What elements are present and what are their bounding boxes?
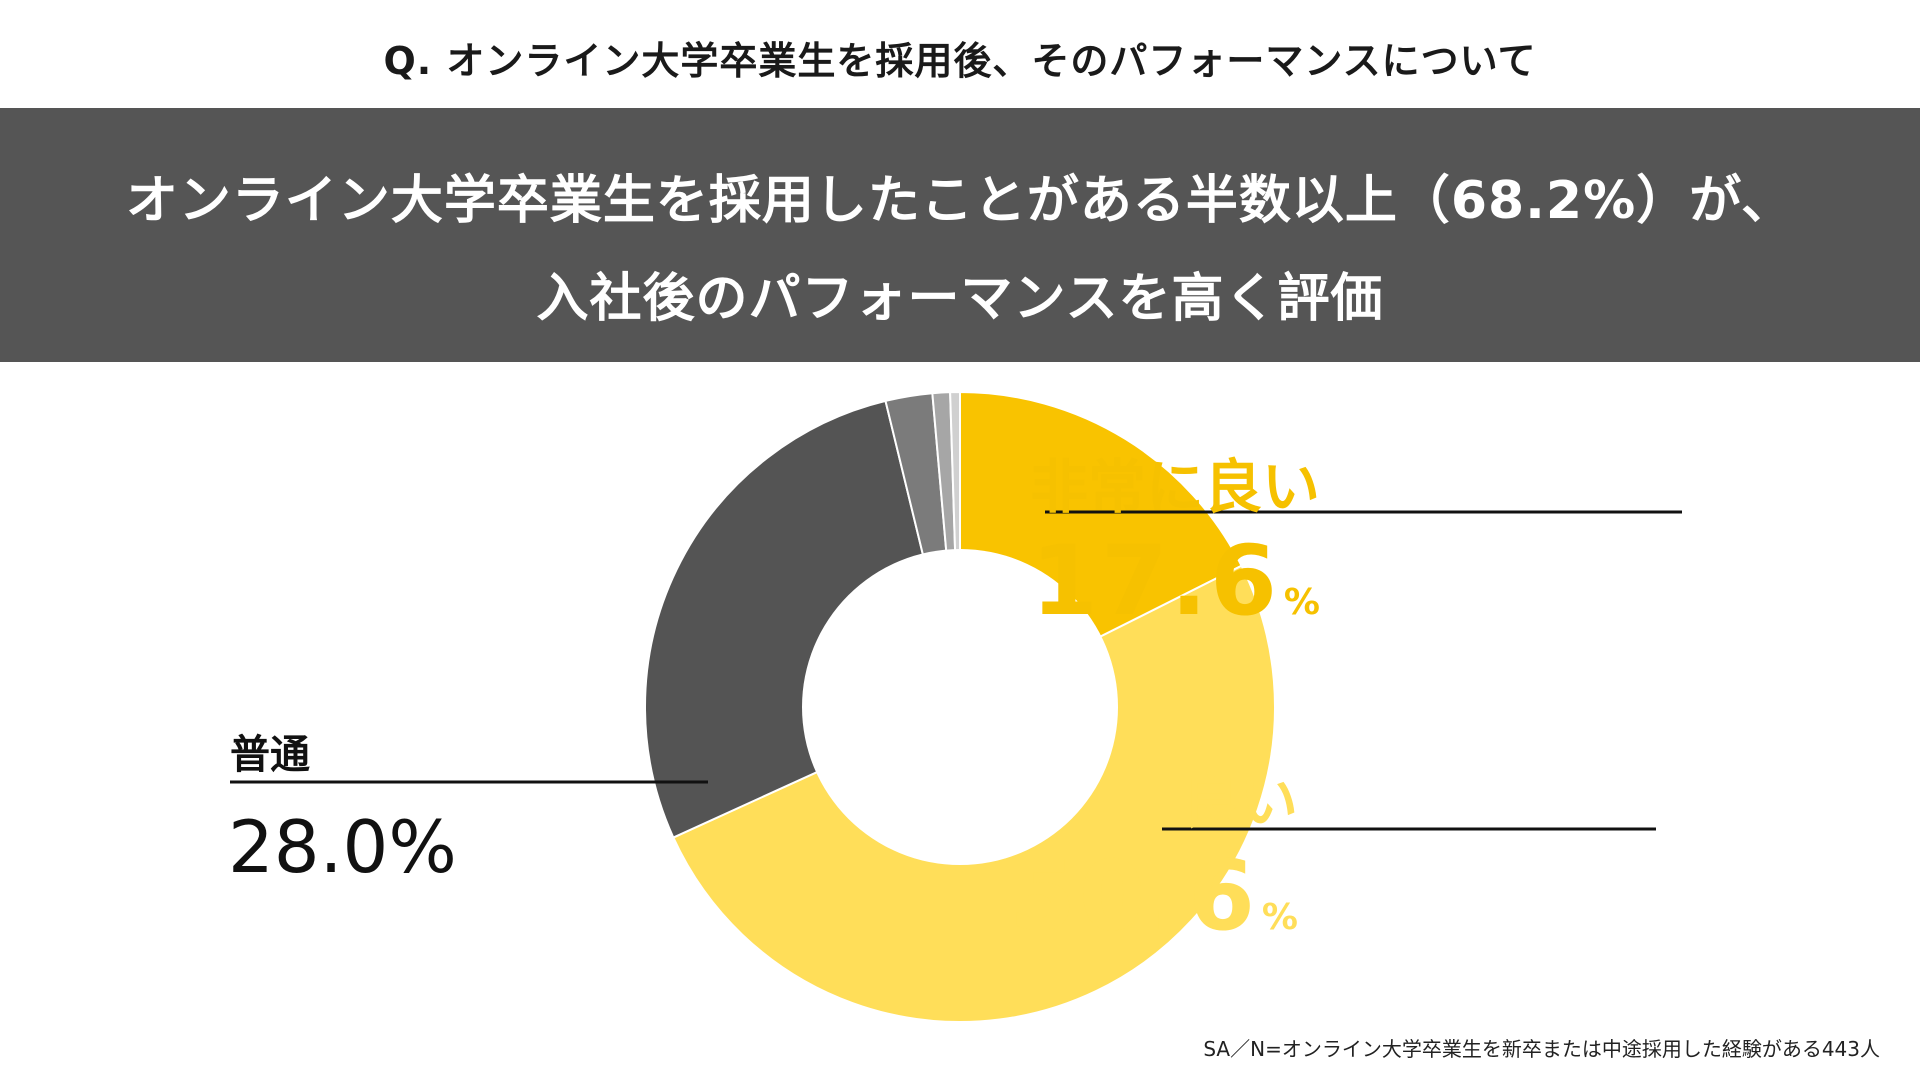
headline-banner: オンライン大学卒業生を採用したことがある半数以上（68.2%）が、 入社後のパフ… (0, 108, 1920, 362)
label-good-name: 良い (1181, 768, 1298, 836)
label-very-good-name: 非常に良い (1029, 453, 1320, 521)
very-good-number: 17.6 (1031, 525, 1280, 637)
label-normal-name: 普通 (230, 732, 310, 778)
label-very-good-value: 17.6% (1031, 525, 1320, 637)
headline-line-2: 入社後のパフォーマンスを高く評価 (536, 269, 1384, 329)
good-unit: % (1261, 897, 1298, 938)
very-good-unit: % (1283, 582, 1320, 623)
headline-line-1: オンライン大学卒業生を採用したことがある半数以上（68.2%）が、 (125, 171, 1795, 231)
label-normal-value: 28.0% (228, 805, 457, 889)
label-good-value: 50.6% (1009, 840, 1298, 952)
good-number: 50.6 (1009, 840, 1258, 952)
donut-hole (802, 549, 1118, 865)
question-title: Q. オンライン大学卒業生を採用後、そのパフォーマンスについて (383, 39, 1537, 83)
footnote: SA／N=オンライン大学卒業生を新卒または中途採用した経験がある443人 (1203, 1037, 1880, 1061)
